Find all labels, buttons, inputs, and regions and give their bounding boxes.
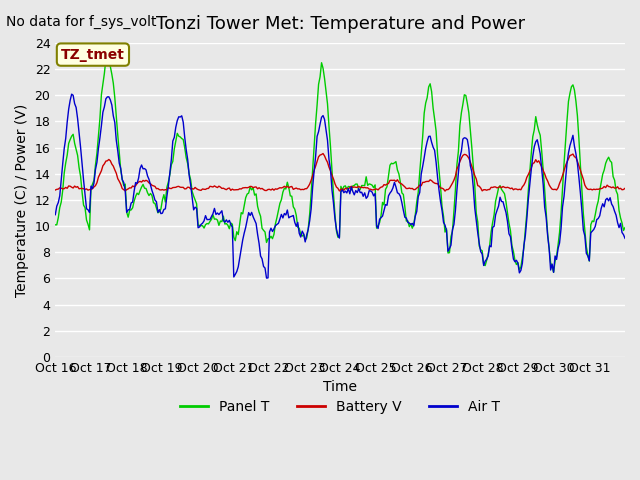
Panel T: [88, 181, 96, 187]
Line: Air T: Air T: [55, 94, 625, 278]
Panel T: [459, 101, 467, 107]
Air T: [545, 246, 553, 252]
Title: Tonzi Tower Met: Temperature and Power: Tonzi Tower Met: Temperature and Power: [156, 15, 525, 33]
Panel T: [51, 222, 59, 228]
Battery V: [346, 185, 354, 191]
Panel T: [105, 53, 113, 59]
Air T: [72, 105, 80, 110]
X-axis label: Time: Time: [323, 381, 357, 395]
Battery V: [51, 187, 59, 193]
Air T: [90, 180, 98, 186]
Text: No data for f_sys_volt: No data for f_sys_volt: [6, 14, 157, 28]
Battery V: [621, 185, 629, 191]
Air T: [262, 275, 270, 281]
Text: TZ_tmet: TZ_tmet: [61, 48, 125, 61]
Battery V: [620, 187, 627, 192]
Y-axis label: Temperature (C) / Power (V): Temperature (C) / Power (V): [15, 103, 29, 297]
Air T: [620, 232, 627, 238]
Battery V: [461, 152, 468, 157]
Panel T: [621, 225, 629, 230]
Panel T: [71, 141, 79, 146]
Air T: [68, 91, 76, 97]
Battery V: [319, 151, 327, 156]
Air T: [348, 184, 355, 190]
Panel T: [544, 231, 552, 237]
Line: Battery V: Battery V: [55, 154, 625, 191]
Battery V: [71, 183, 79, 189]
Panel T: [550, 269, 557, 275]
Line: Panel T: Panel T: [55, 56, 625, 272]
Panel T: [620, 228, 627, 233]
Battery V: [545, 182, 553, 188]
Air T: [621, 236, 629, 241]
Battery V: [88, 186, 96, 192]
Battery V: [441, 188, 449, 194]
Panel T: [346, 184, 354, 190]
Legend: Panel T, Battery V, Air T: Panel T, Battery V, Air T: [175, 394, 506, 419]
Air T: [51, 212, 59, 217]
Air T: [461, 135, 468, 141]
